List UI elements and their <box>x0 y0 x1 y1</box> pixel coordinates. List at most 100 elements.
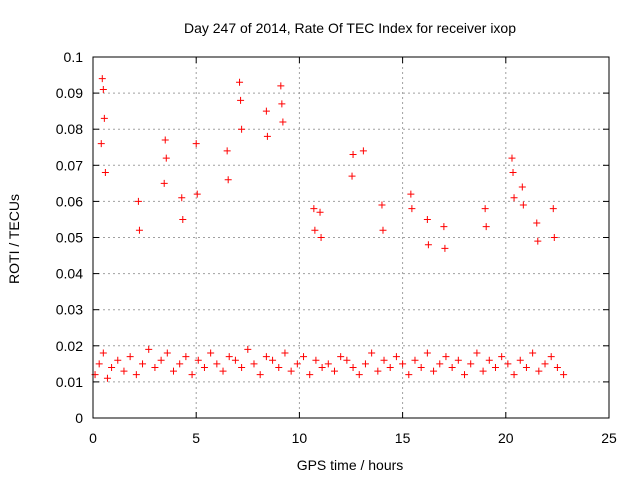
data-point <box>182 353 190 361</box>
data-point <box>430 367 438 375</box>
data-point <box>98 75 106 83</box>
data-point <box>300 353 308 361</box>
data-point <box>200 363 208 371</box>
data-point <box>101 169 109 177</box>
data-point <box>317 234 325 241</box>
data-point <box>408 205 416 213</box>
data-point <box>541 360 549 368</box>
data-point <box>139 360 147 368</box>
data-point <box>97 140 105 148</box>
data-point <box>441 244 449 252</box>
chart-title: Day 247 of 2014, Rate Of TEC Index for r… <box>184 20 516 36</box>
data-point <box>269 356 277 364</box>
data-point <box>163 349 171 357</box>
data-point <box>207 349 215 357</box>
x-tick-label: 20 <box>498 430 514 446</box>
x-axis-label: GPS time / hours <box>297 457 404 473</box>
data-point <box>498 353 506 361</box>
data-point <box>378 201 386 209</box>
data-point <box>467 360 475 368</box>
data-point <box>312 356 320 364</box>
y-tick-label: 0.05 <box>56 230 83 246</box>
data-point <box>337 353 345 361</box>
data-point <box>169 367 177 375</box>
data-point <box>318 363 326 371</box>
data-point <box>509 169 517 177</box>
data-point <box>454 356 462 364</box>
data-point <box>157 356 165 364</box>
data-point <box>361 360 369 368</box>
data-point <box>392 353 400 361</box>
x-tick-label: 25 <box>601 430 617 446</box>
data-points <box>91 75 568 382</box>
data-point <box>519 201 527 209</box>
data-point <box>306 371 314 379</box>
data-point <box>510 194 518 202</box>
x-tick-label: 5 <box>192 430 200 446</box>
data-point <box>330 367 338 375</box>
y-axis-label: ROTI / TECUs <box>6 194 22 284</box>
data-point <box>194 356 202 364</box>
data-point <box>219 367 227 375</box>
data-point <box>179 215 187 223</box>
y-tick-label: 0.1 <box>64 49 84 65</box>
data-point <box>103 374 111 382</box>
data-point <box>448 363 456 371</box>
data-point <box>238 125 246 133</box>
y-tick-label: 0.07 <box>56 157 83 173</box>
data-point <box>160 179 168 187</box>
data-point <box>99 85 107 93</box>
data-point <box>262 353 270 361</box>
y-tick-label: 0.06 <box>56 193 83 209</box>
data-point <box>120 367 128 375</box>
data-point <box>349 150 357 158</box>
data-point <box>231 356 239 364</box>
data-point <box>278 100 286 108</box>
data-point <box>516 356 524 364</box>
data-point <box>535 367 543 375</box>
axis-ticks <box>92 56 610 419</box>
data-point <box>399 360 407 368</box>
data-point <box>223 147 231 155</box>
data-point <box>349 363 357 371</box>
data-point <box>343 356 351 364</box>
data-point <box>256 371 264 379</box>
data-point <box>386 363 394 371</box>
data-point <box>380 356 388 364</box>
data-point <box>262 107 270 115</box>
data-point <box>560 371 568 379</box>
data-point <box>436 360 444 368</box>
data-point <box>550 234 558 241</box>
data-point <box>237 96 245 104</box>
data-point <box>310 205 318 213</box>
data-point <box>176 360 184 368</box>
data-point <box>132 371 140 379</box>
data-point <box>508 154 516 162</box>
x-tick-label: 0 <box>89 430 97 446</box>
data-point <box>311 226 319 234</box>
data-point <box>151 363 159 371</box>
data-point <box>277 82 285 90</box>
y-tick-label: 0 <box>75 410 83 426</box>
grid-lines <box>93 57 609 418</box>
data-point <box>423 349 431 357</box>
data-point <box>287 367 295 375</box>
data-point <box>374 367 382 375</box>
data-point <box>236 78 244 86</box>
y-tick-label: 0.04 <box>56 266 83 282</box>
data-point <box>135 226 143 234</box>
data-point <box>213 360 221 368</box>
data-point <box>481 205 489 213</box>
data-point <box>522 363 530 371</box>
data-point <box>417 363 425 371</box>
data-point <box>379 226 387 234</box>
data-point <box>348 172 356 180</box>
data-point <box>324 360 332 368</box>
y-tick-label: 0.03 <box>56 302 83 318</box>
data-point <box>485 356 493 364</box>
data-point <box>461 371 469 379</box>
data-point <box>368 349 376 357</box>
data-point <box>134 197 142 205</box>
data-point <box>529 349 537 357</box>
data-point <box>178 194 186 202</box>
